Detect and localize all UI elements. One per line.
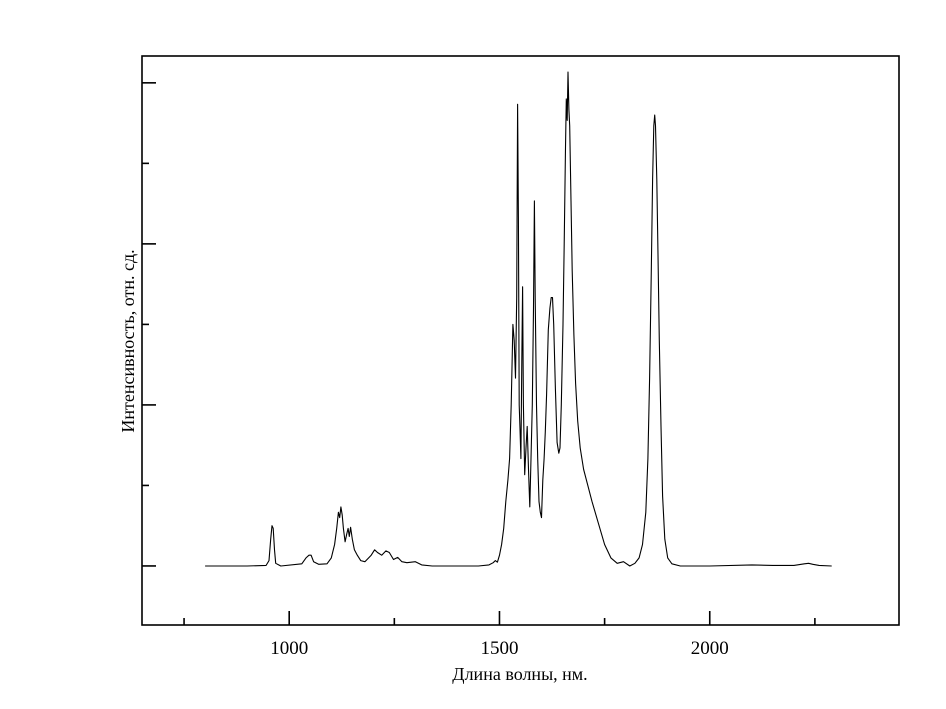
x-axis-label: Длина волны, нм. <box>452 664 587 684</box>
x-tick-label: 1500 <box>480 638 518 659</box>
y-axis-label: Интенсивность, отн. сд. <box>118 249 138 432</box>
x-tick-label: 2000 <box>691 638 729 659</box>
spectrum-series-line <box>205 71 832 567</box>
x-tick-label: 1000 <box>270 638 308 659</box>
plot-frame <box>141 55 900 626</box>
axis-ticks <box>142 82 816 625</box>
x-tick-labels: 1000 1500 2000 <box>270 638 729 659</box>
